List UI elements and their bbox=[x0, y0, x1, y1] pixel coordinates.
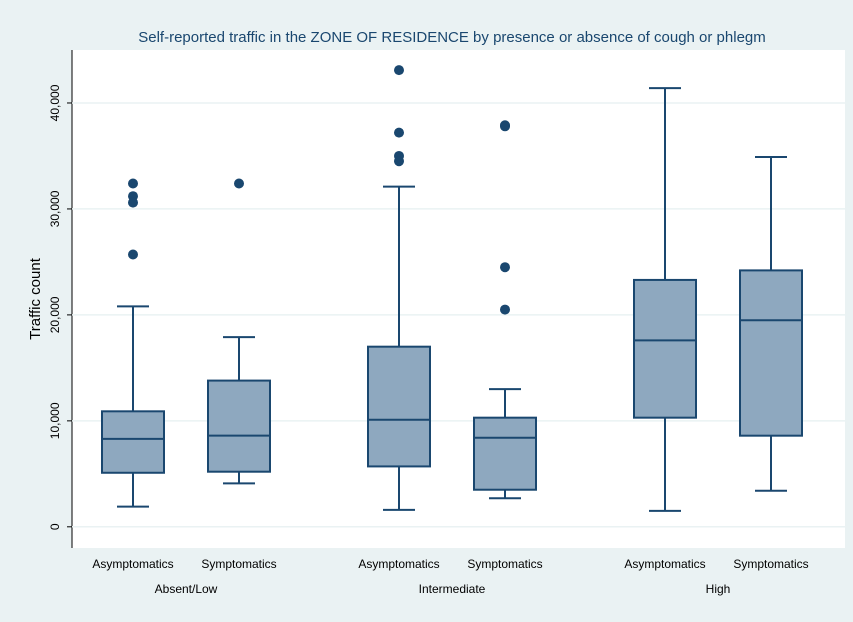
box bbox=[739, 269, 803, 437]
x-tick-label: Asymptomatics bbox=[624, 557, 705, 571]
group-label: Absent/Low bbox=[155, 582, 218, 596]
box bbox=[101, 410, 165, 474]
outlier bbox=[500, 262, 510, 273]
plot-area bbox=[72, 50, 845, 548]
y-tick-label: 30,000 bbox=[48, 190, 62, 227]
x-tick-label: Symptomatics bbox=[733, 557, 808, 571]
outlier bbox=[128, 178, 138, 189]
y-tick-label: 40,000 bbox=[48, 84, 62, 121]
y-tick-label: 10,000 bbox=[48, 402, 62, 439]
y-tick-label: 0 bbox=[48, 523, 62, 530]
x-tick-label: Asymptomatics bbox=[92, 557, 173, 571]
x-tick-label: Symptomatics bbox=[201, 557, 276, 571]
outlier bbox=[128, 249, 138, 260]
box bbox=[367, 345, 431, 468]
outlier bbox=[394, 127, 404, 138]
y-tick-label: 20,000 bbox=[48, 296, 62, 333]
box bbox=[207, 379, 271, 473]
chart-title: Self-reported traffic in the ZONE OF RES… bbox=[138, 29, 766, 46]
outlier bbox=[500, 304, 510, 315]
y-axis-label: Traffic count bbox=[27, 257, 44, 340]
box bbox=[633, 278, 697, 419]
outlier bbox=[394, 156, 404, 167]
outlier bbox=[394, 65, 404, 76]
group-label: High bbox=[706, 582, 731, 596]
box bbox=[473, 416, 537, 491]
group-label: Intermediate bbox=[419, 582, 486, 596]
x-tick-label: Symptomatics bbox=[467, 557, 542, 571]
x-tick-label: Asymptomatics bbox=[358, 557, 439, 571]
outlier bbox=[500, 121, 510, 132]
outlier bbox=[234, 178, 244, 189]
outlier bbox=[128, 197, 138, 208]
